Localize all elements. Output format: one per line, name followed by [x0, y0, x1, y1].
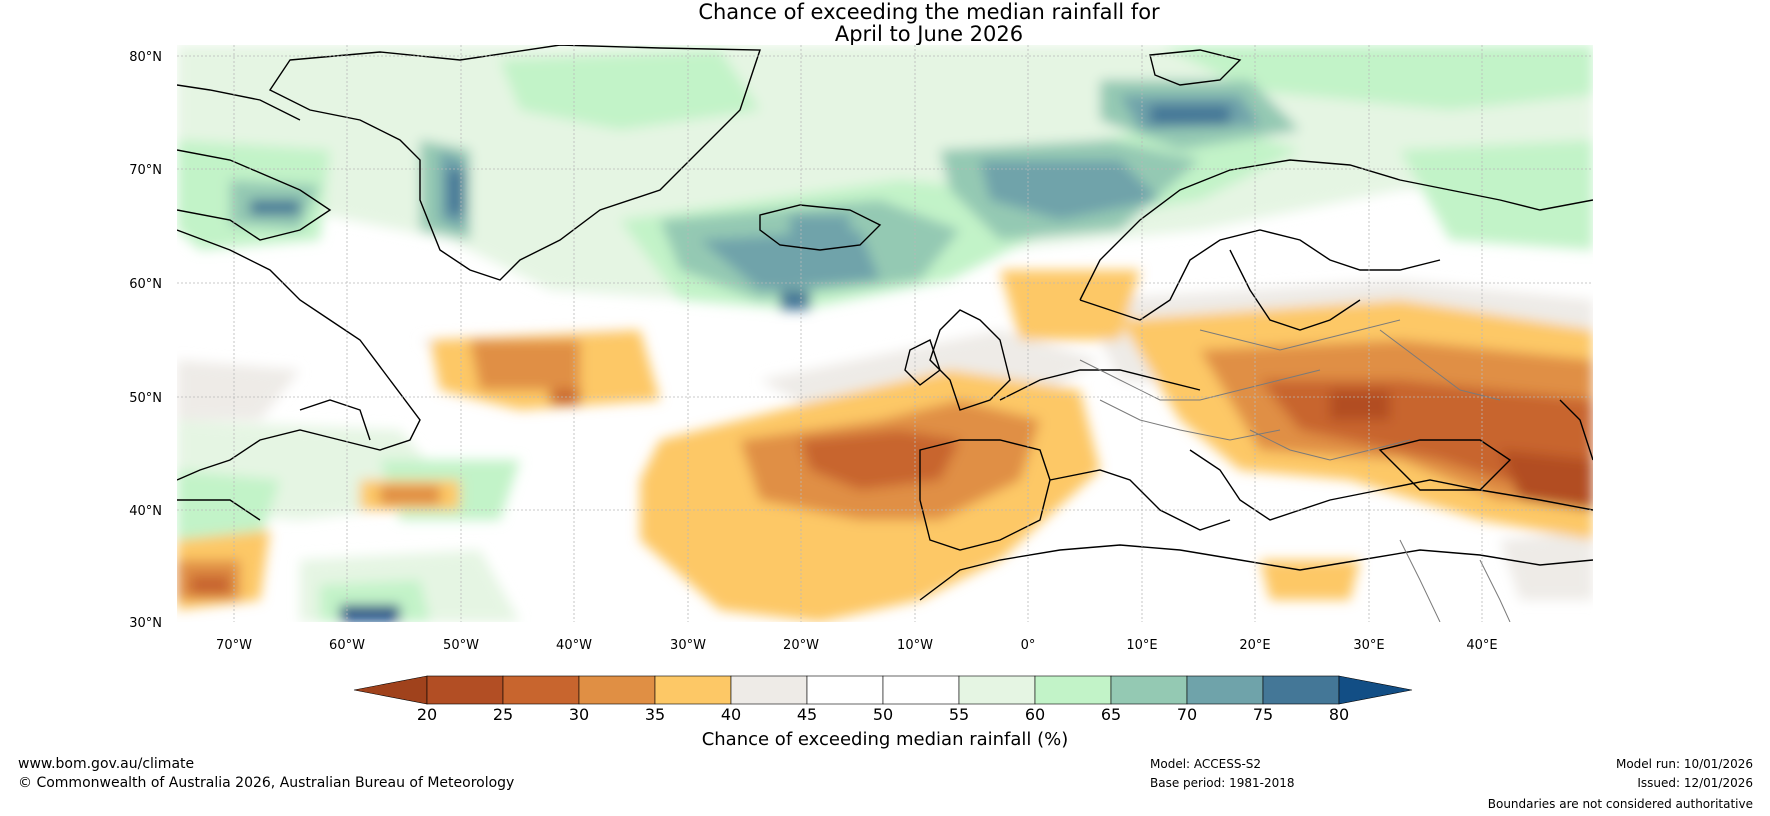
lat-label: 80°N — [129, 50, 162, 65]
lon-label: 0° — [1021, 638, 1036, 653]
footer-model: Model: ACCESS-S2 — [1150, 757, 1261, 771]
footer-copyright: © Commonwealth of Australia 2026, Austra… — [18, 775, 514, 791]
colorbar-segment — [1110, 675, 1188, 705]
colorbar-tick-label: 55 — [949, 705, 969, 724]
lon-label: 30°E — [1353, 638, 1384, 653]
colorbar-extend-high — [1338, 675, 1413, 705]
lat-label: 70°N — [129, 163, 162, 178]
lat-label: 40°N — [129, 504, 162, 519]
colorbar-tick-label: 45 — [797, 705, 817, 724]
colorbar-segment — [578, 675, 656, 705]
colorbar-segment — [806, 675, 884, 705]
lon-label: 20°W — [783, 638, 819, 653]
colorbar-tick-label: 25 — [493, 705, 513, 724]
colorbar-tick-label: 50 — [873, 705, 893, 724]
colorbar-segment — [882, 675, 960, 705]
colorbar-tick-label: 60 — [1025, 705, 1045, 724]
lon-label: 10°W — [897, 638, 933, 653]
colorbar-segment — [958, 675, 1036, 705]
coastlines — [177, 45, 1593, 601]
lon-label: 50°W — [443, 638, 479, 653]
title-text-line-2: April to June 2026 — [835, 22, 1023, 46]
lat-label: 60°N — [129, 277, 162, 292]
colorbar-tick-label: 35 — [645, 705, 665, 724]
colorbar-segment — [502, 675, 580, 705]
footer-base-period: Base period: 1981-2018 — [1150, 776, 1295, 790]
colorbar-segment — [654, 675, 732, 705]
lat-label: 30°N — [129, 616, 162, 631]
colorbar-tick-label: 20 — [417, 705, 437, 724]
title-text-line-1: Chance of exceeding the median rainfall … — [698, 0, 1160, 24]
footer-disclaimer: Boundaries are not considered authoritat… — [1488, 797, 1753, 811]
footer-model-run: Model run: 10/01/2026 — [1616, 757, 1753, 771]
map-field — [177, 45, 1593, 622]
colorbar-tick-label: 80 — [1329, 705, 1349, 724]
latitude-labels: 80°N 70°N 60°N 50°N 40°N 30°N — [129, 50, 162, 631]
colorbar-tick-label: 65 — [1101, 705, 1121, 724]
colorbar-tick-label: 75 — [1253, 705, 1273, 724]
lon-label: 60°W — [329, 638, 365, 653]
colorbar-label: Chance of exceeding median rainfall (%) — [702, 729, 1069, 750]
colorbar-segment — [426, 675, 504, 705]
graticule — [177, 45, 1593, 622]
lon-label: 30°W — [670, 638, 706, 653]
colorbar: 20 25 30 35 40 45 50 55 60 65 70 75 80 — [353, 675, 1413, 724]
colorbar-tick-label: 40 — [721, 705, 741, 724]
probability-blobs — [177, 45, 1593, 622]
footer-website: www.bom.gov.au/climate — [18, 756, 194, 772]
colorbar-tick-label: 70 — [1177, 705, 1197, 724]
lon-label: 20°E — [1239, 638, 1270, 653]
colorbar-segment — [730, 675, 808, 705]
lon-label: 40°E — [1466, 638, 1497, 653]
footer-issued: Issued: 12/01/2026 — [1637, 776, 1753, 790]
lon-label: 10°E — [1126, 638, 1157, 653]
lat-label: 50°N — [129, 391, 162, 406]
colorbar-segment — [1034, 675, 1112, 705]
lon-label: 40°W — [556, 638, 592, 653]
longitude-labels: 70°W 60°W 50°W 40°W 30°W 20°W 10°W 0° 10… — [216, 638, 1498, 653]
colorbar-segment — [1262, 675, 1340, 705]
colorbar-tick-label: 30 — [569, 705, 589, 724]
country-borders — [1079, 319, 1511, 622]
colorbar-segment — [1186, 675, 1264, 705]
colorbar-extend-low — [353, 675, 428, 705]
lon-label: 70°W — [216, 638, 252, 653]
